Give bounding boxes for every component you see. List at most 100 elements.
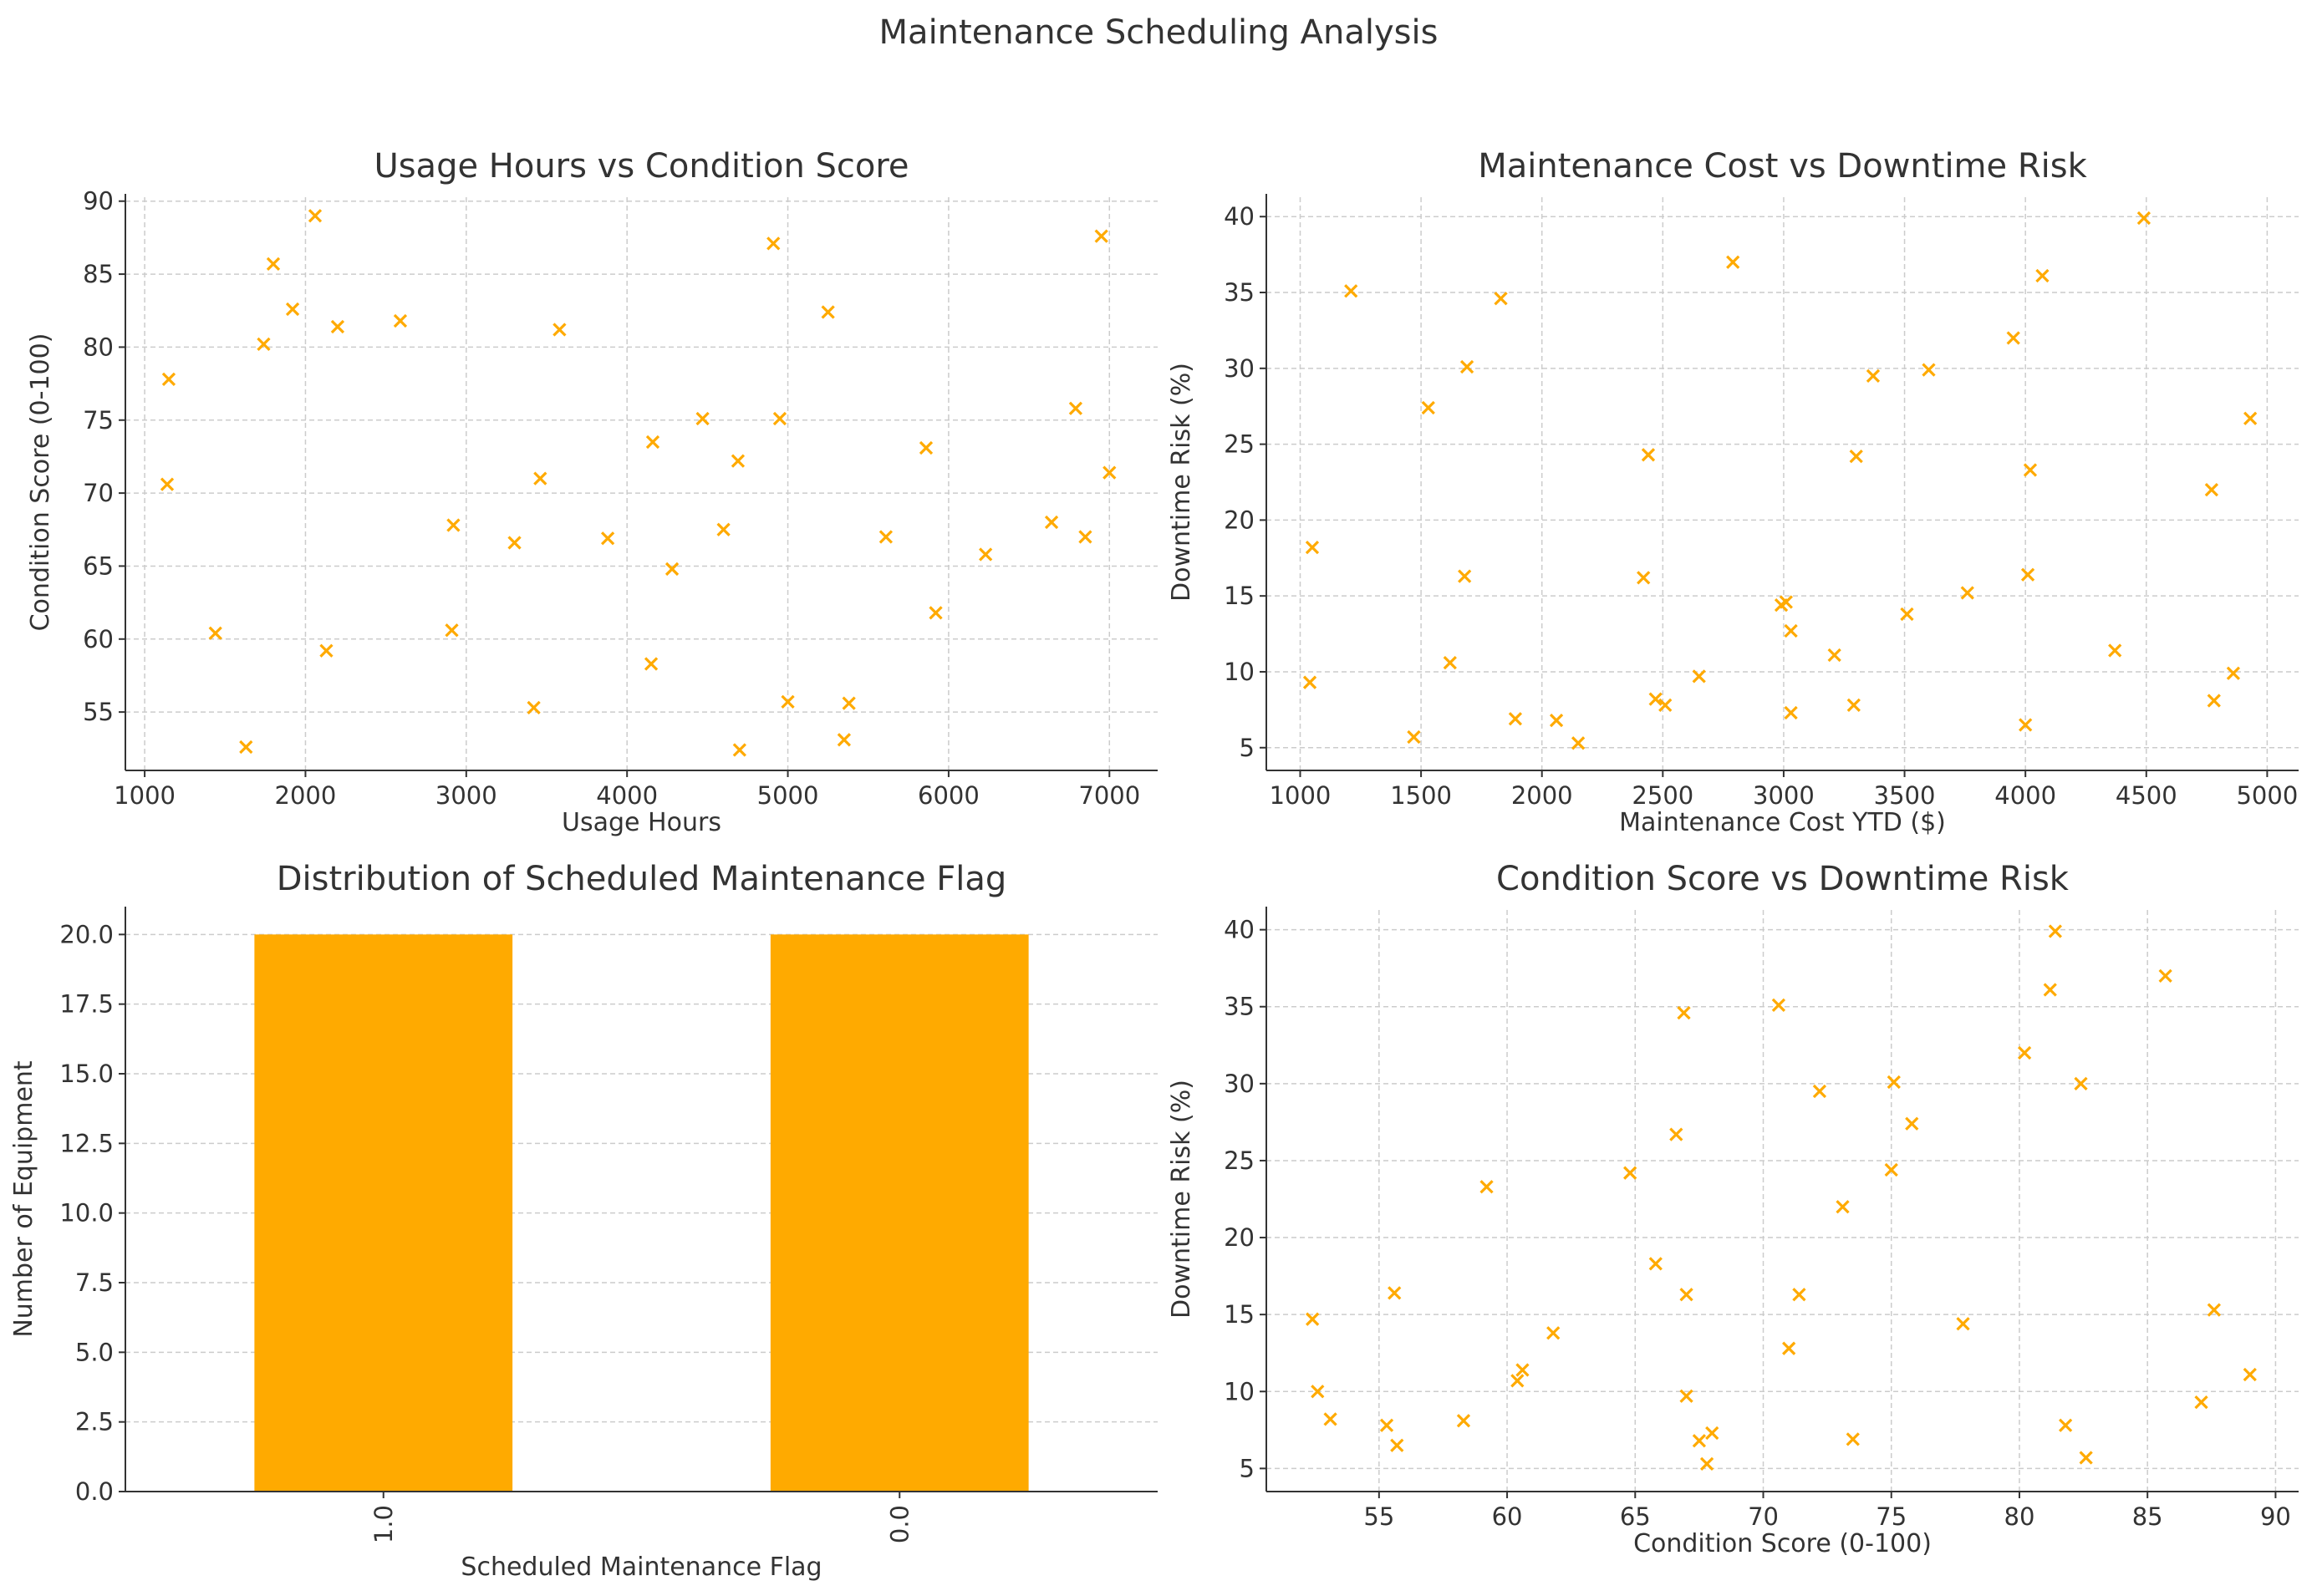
scatter-point [1827, 648, 1841, 663]
scatter-point [645, 435, 660, 450]
scatter-point [731, 454, 746, 468]
x-tick-label: 2000 [1511, 781, 1573, 810]
x-tick-label: 3000 [1753, 781, 1815, 810]
y-tick-label: 5 [1240, 734, 1255, 762]
scatter-point [393, 313, 408, 328]
y-tick-label: 5 [1240, 1454, 1255, 1482]
scatter-point [2079, 1451, 2093, 1465]
scatter-point [2243, 1367, 2257, 1382]
scatter-point [1960, 586, 1974, 600]
chart-title: Maintenance Cost vs Downtime Risk [1478, 147, 2087, 186]
y-tick-label: 15 [1224, 582, 1255, 610]
scatter-point [600, 531, 615, 546]
scatter-point [1905, 1116, 1919, 1131]
scatter-point [1792, 1288, 1806, 1302]
scatter-point [842, 696, 856, 710]
scatter-point [1705, 1426, 1719, 1441]
scatter-point [1812, 1084, 1827, 1099]
tick-labels: 55 60 65 70 75 80 85 90 1000 2000 3000 4000 5000 6000… [83, 187, 1140, 810]
scatter-point [1068, 401, 1083, 415]
scatter-point [1323, 1412, 1337, 1426]
x-tick-label: 4000 [596, 781, 658, 810]
y-tick-label: 35 [1224, 993, 1255, 1021]
x-tick-label: 4500 [2116, 781, 2177, 810]
tick-labels: 0.0 2.5 5.0 7.5 10.0 12.5 15.0 17.5 20.0 1.0 0.0 [59, 920, 914, 1543]
scatter-point [929, 606, 943, 620]
scatter-point [308, 209, 323, 223]
x-tick-label: 2000 [275, 781, 337, 810]
scatter-point [1302, 675, 1317, 689]
scatter-point [821, 305, 835, 319]
scatter-point [1623, 1166, 1637, 1180]
y-axis-label: Condition Score (0-100) [26, 333, 55, 632]
scatter-point [1692, 1434, 1707, 1448]
scatter-point [772, 411, 787, 426]
scatter-point [1692, 669, 1706, 684]
scatter-point [319, 643, 334, 658]
x-tick-label: 3000 [435, 781, 497, 810]
y-tick-label: 20.0 [59, 920, 114, 948]
condition-vs-downtime-chart: Condition Score vs Downtime Risk Conditi… [1167, 860, 2299, 1558]
x-tick-label: 70 [1748, 1502, 1779, 1531]
scatter-point [445, 623, 459, 638]
scatter-point [1459, 359, 1474, 374]
y-tick-label: 10 [1224, 1377, 1255, 1405]
scatter-point [1379, 1418, 1394, 1432]
y-tick-label: 80 [83, 333, 114, 361]
x-tick-label: 1.0 [369, 1505, 398, 1543]
scatter-point [1849, 450, 1863, 464]
scatter-point [239, 740, 253, 755]
x-tick-label: 80 [2004, 1502, 2035, 1531]
scatter-point [1679, 1288, 1693, 1302]
scatter-point [1546, 1326, 1561, 1340]
y-tick-label: 30 [1224, 354, 1255, 383]
y-tick-label: 30 [1224, 1070, 1255, 1098]
x-axis-label: Usage Hours [562, 808, 721, 837]
scatter-point [1637, 571, 1651, 585]
scatter-point [1846, 1432, 1860, 1446]
x-axis-label: Maintenance Cost YTD ($) [1619, 808, 1946, 837]
y-axis-label: Downtime Risk (%) [1167, 1080, 1196, 1319]
scatter-point [695, 411, 710, 426]
y-tick-label: 0.0 [75, 1477, 114, 1506]
bars [254, 934, 1029, 1492]
scatter-point [1479, 1180, 1494, 1194]
x-tick-label: 0.0 [885, 1505, 914, 1543]
x-tick-label: 6000 [918, 781, 980, 810]
scatter-point [2226, 666, 2241, 680]
scatter-point [2023, 463, 2038, 477]
scatter-point [2020, 567, 2035, 582]
scatter-point [1515, 1363, 1530, 1377]
scatter-point [1390, 1438, 1404, 1452]
tick-labels: 5 10 15 20 25 30 35 40 1000 1500 2000 2500 3000 3500 4… [1224, 202, 2298, 810]
usage-vs-condition-chart: Usage Hours vs Condition Score Usage Hou… [26, 147, 1158, 837]
scatter-point [732, 743, 746, 757]
scatter-point [1508, 712, 1523, 726]
scatter-point [161, 372, 176, 386]
scatter-point [2108, 643, 2122, 658]
scatter-point [2043, 983, 2057, 997]
scatter-point [1549, 713, 1564, 728]
scatter-point [1648, 1257, 1663, 1271]
scatter-point [1669, 1127, 1683, 1141]
scatter-point [1884, 1162, 1898, 1177]
x-tick-label: 90 [2260, 1502, 2291, 1531]
scatter-point [1887, 1075, 1901, 1090]
chart-title: Usage Hours vs Condition Score [374, 147, 909, 186]
y-tick-label: 90 [83, 187, 114, 216]
scatter-point [1407, 729, 1421, 745]
scatter-point [1679, 1389, 1693, 1403]
scatter-point [1922, 363, 1936, 377]
bar [254, 934, 513, 1492]
scatter-points [1306, 924, 2257, 1471]
scatter-point [2006, 331, 2020, 345]
figure-title: Maintenance Scheduling Analysis [879, 13, 1439, 52]
y-tick-label: 70 [83, 479, 114, 507]
x-tick-label: 75 [1876, 1502, 1907, 1531]
chart-title: Distribution of Scheduled Maintenance Fl… [277, 860, 1007, 898]
scatter-point [2017, 1045, 2032, 1060]
y-tick-label: 20 [1224, 506, 1255, 534]
scatter-point [1456, 1414, 1471, 1428]
scatter-point [2136, 211, 2152, 226]
scatter-point [257, 337, 271, 352]
